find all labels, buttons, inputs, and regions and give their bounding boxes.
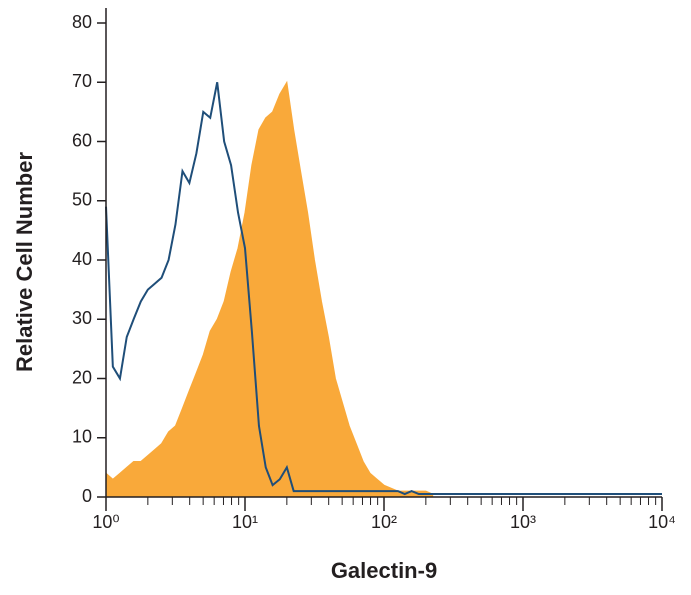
x-tick-label: 10¹ [232, 512, 258, 532]
y-tick-label: 30 [72, 308, 92, 328]
y-tick-label: 0 [82, 486, 92, 506]
y-axis-title: Relative Cell Number [12, 152, 37, 373]
y-tick-label: 20 [72, 367, 92, 387]
y-tick-label: 80 [72, 12, 92, 32]
y-tick-label: 10 [72, 427, 92, 447]
x-tick-label: 10⁴ [648, 512, 676, 532]
x-tick-label: 10⁰ [92, 512, 119, 532]
y-tick-label: 60 [72, 130, 92, 150]
y-tick-label: 50 [72, 190, 92, 210]
y-tick-label: 70 [72, 71, 92, 91]
y-tick-label: 40 [72, 249, 92, 269]
x-axis-title: Galectin-9 [331, 558, 437, 583]
x-tick-label: 10³ [510, 512, 536, 532]
x-tick-label: 10² [371, 512, 397, 532]
line [105, 82, 662, 496]
area [105, 80, 434, 498]
